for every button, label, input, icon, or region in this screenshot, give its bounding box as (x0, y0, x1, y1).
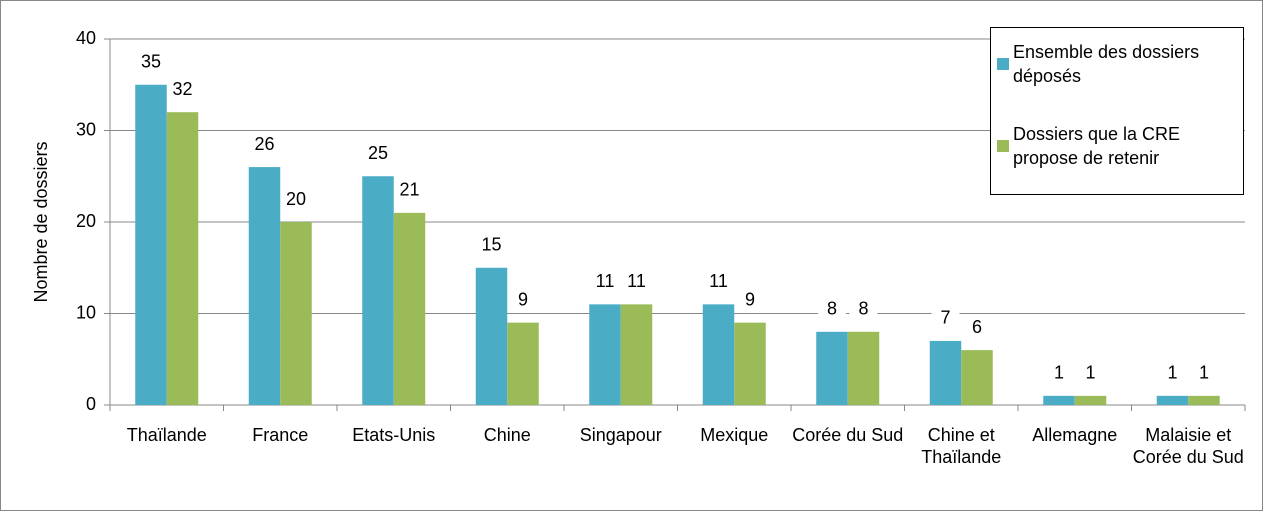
x-tick-label: Singapour (579, 425, 662, 445)
x-tick-label: Thaïlande (126, 425, 207, 445)
data-label: 11 (709, 271, 728, 291)
x-tick-label: Corée du Sud (792, 425, 904, 445)
y-axis-title: Nombre de dossiers (31, 141, 51, 302)
data-label-bg (622, 270, 651, 295)
data-label-bg (818, 297, 846, 322)
bar (1156, 395, 1189, 405)
data-label-bg (168, 78, 197, 103)
data-label: 1 (1085, 363, 1095, 383)
bar (393, 212, 426, 405)
data-label-bg (931, 306, 960, 331)
data-label: 8 (858, 299, 868, 319)
bar (280, 222, 312, 405)
data-label: 20 (286, 189, 306, 209)
y-tick-label: 10 (76, 302, 96, 322)
bar (507, 322, 539, 405)
legend-swatch (997, 58, 1009, 70)
data-label-bg (282, 188, 310, 212)
data-label-bg (1158, 361, 1187, 386)
data-label-bg (704, 270, 733, 295)
bar (734, 322, 766, 405)
data-label: 9 (518, 289, 528, 309)
data-label-bg (364, 142, 392, 167)
data-label: 9 (745, 289, 755, 309)
bar (135, 84, 167, 405)
data-label: 1 (1199, 363, 1209, 383)
data-label-bg (137, 50, 165, 75)
data-label-bg (477, 233, 506, 258)
bar (1043, 395, 1075, 405)
bar (475, 267, 508, 405)
x-tick-label: Mexique (700, 425, 769, 445)
data-label-bg (395, 178, 424, 203)
y-tick-label: 40 (76, 28, 96, 48)
data-label: 25 (368, 143, 388, 163)
data-label-bg (736, 288, 764, 313)
x-tick-label: Etats-Unis (352, 425, 436, 445)
bar (816, 331, 848, 405)
y-tick-label: 0 (86, 394, 96, 414)
x-tick-label: Chine (483, 425, 531, 445)
bar (1074, 395, 1107, 405)
bar (929, 340, 962, 405)
bar (589, 304, 621, 405)
legend-label: Ensemble des dossiers déposés (1013, 42, 1200, 86)
data-label-bg (591, 270, 619, 295)
x-tick-label: Malaisie et Corée du Sud (1132, 425, 1244, 467)
data-label: 6 (972, 317, 982, 337)
data-label: 1 (1054, 363, 1064, 383)
data-label-bg (1045, 361, 1073, 386)
data-label-bg (1190, 361, 1218, 386)
bar (961, 350, 993, 405)
data-label-bg (963, 316, 991, 341)
legend-label: Dossiers que la CRE propose de retenir (1013, 124, 1181, 168)
data-label-bg (849, 297, 878, 322)
data-label: 1 (1167, 363, 1177, 383)
y-tick-label: 30 (76, 119, 96, 139)
bar (702, 304, 735, 405)
x-tick-label: Chine et Thaïlande (921, 425, 1002, 467)
data-label-bg (1076, 361, 1105, 386)
bar (362, 176, 394, 405)
bar (620, 304, 653, 405)
data-label: 35 (141, 52, 161, 72)
data-label-bg (250, 133, 279, 158)
bar (1188, 395, 1220, 405)
x-tick-label: France (252, 425, 309, 445)
data-label: 15 (481, 235, 501, 255)
data-label: 7 (940, 308, 950, 328)
data-label: 21 (399, 180, 419, 200)
bar (248, 167, 281, 405)
data-label: 11 (627, 271, 646, 291)
bar (847, 331, 880, 405)
legend: Ensemble des dossiers déposés Dossiers qu… (990, 27, 1244, 195)
data-label: 26 (254, 134, 274, 154)
data-label: 11 (596, 271, 615, 291)
data-label: 32 (172, 79, 192, 99)
data-label: 8 (827, 299, 837, 319)
legend-swatch (997, 140, 1009, 152)
data-label-bg (509, 288, 537, 313)
x-tick-label: Allemagne (1032, 425, 1118, 445)
bar (166, 112, 199, 405)
y-tick-label: 20 (76, 211, 96, 231)
